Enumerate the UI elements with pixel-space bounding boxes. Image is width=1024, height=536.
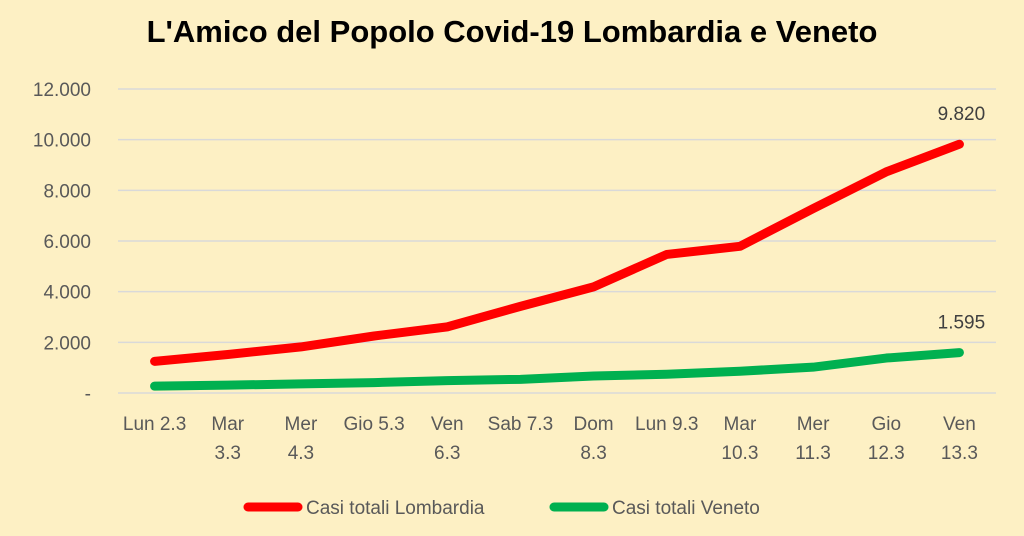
y-tick-label: - [85, 384, 91, 405]
x-tick-label: Mar 3.3 [211, 414, 244, 464]
y-tick-label: 4.000 [43, 283, 91, 304]
y-tick-label: 12.000 [33, 80, 91, 101]
x-tick-label: Mer 11.3 [795, 414, 831, 464]
x-tick-label: Gio 5.3 [343, 414, 404, 435]
x-tick-label: Dom 8.3 [574, 414, 614, 464]
x-tick-label: Sab 7.3 [488, 414, 554, 435]
y-tick-label: 10.000 [33, 131, 91, 152]
legend-label: Casi totali Lombardia [306, 498, 485, 519]
y-tick-label: 8.000 [43, 181, 91, 202]
x-tick-label: Gio 12.3 [868, 414, 905, 464]
x-tick-label: Ven 13.3 [941, 414, 978, 464]
y-tick-label: 6.000 [43, 232, 91, 253]
x-tick-label: Lun 9.3 [635, 414, 698, 435]
x-tick-label: Ven 6.3 [431, 414, 464, 464]
data-label: 1.595 [938, 313, 986, 334]
x-tick-label: Mer 4.3 [285, 414, 318, 464]
data-label: 9.820 [938, 104, 986, 125]
x-tick-label: Lun 2.3 [123, 414, 186, 435]
series-line-lombardia [150, 139, 964, 366]
legend-label: Casi totali Veneto [612, 498, 760, 519]
y-tick-label: 2.000 [43, 333, 91, 354]
chart-title: L'Amico del Popolo Covid-19 Lombardia e … [146, 14, 878, 49]
series-line-veneto [150, 348, 964, 391]
x-tick-label: Mar 10.3 [721, 414, 758, 464]
